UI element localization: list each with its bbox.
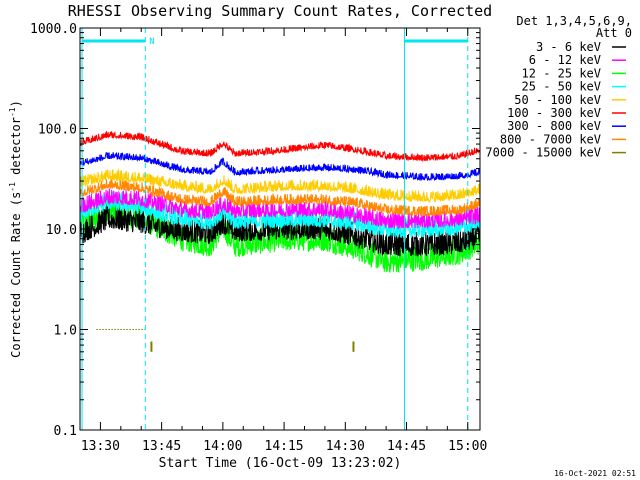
legend-label: 300 - 800 keV	[507, 119, 601, 133]
series-line	[79, 188, 481, 230]
saa-marker-label: N	[149, 37, 154, 47]
series-line	[79, 191, 481, 238]
y-tick-label: 1000.0	[30, 22, 77, 37]
y-axis-label-end: detector	[9, 117, 23, 182]
y-tick-label: 0.1	[54, 424, 77, 439]
series-line	[79, 130, 481, 163]
y-axis-label: Corrected Count Rate (s-1 detector-1)	[8, 100, 23, 358]
legend-label: 3 - 6 keV	[536, 40, 601, 54]
y-tick-label: 10.0	[46, 223, 77, 238]
y-axis-label-tail: )	[9, 100, 23, 107]
chart-title: RHESSI Observing Summary Count Rates, Co…	[68, 2, 492, 20]
legend-label: 12 - 25 keV	[522, 66, 601, 80]
x-axis-label: Start Time (16-Oct-09 13:23:02)	[159, 456, 402, 471]
series-line	[79, 168, 481, 204]
series-line	[79, 179, 481, 218]
y-tick-label: 1.0	[54, 324, 77, 339]
x-tick-label: 13:30	[81, 439, 120, 454]
legend-label: 100 - 300 keV	[507, 106, 601, 120]
y-axis-label-main: Corrected Count Rate (s	[9, 192, 23, 358]
x-tick-label: 15:00	[448, 439, 487, 454]
x-tick-label: 13:45	[142, 439, 181, 454]
legend-label: 6 - 12 keV	[529, 53, 601, 67]
legend-label: 50 - 100 keV	[514, 93, 601, 107]
y-axis-label-sup: -1	[8, 182, 17, 192]
series-layer	[79, 130, 481, 330]
x-tick-label: 14:15	[265, 439, 304, 454]
x-axis-ticks: 13:30 13:45 14:00 14:15 14:30 14:45 15:00	[79, 28, 487, 454]
series-line	[79, 152, 481, 182]
x-tick-label: 14:00	[203, 439, 242, 454]
legend-label: 7000 - 15000 keV	[485, 146, 601, 160]
footer-date: 16-Oct-2021 02:51	[554, 469, 636, 478]
y-axis-ticks: 1000.0 100.0 10.0 1.0 0.1	[30, 22, 480, 439]
legend-header-line1: Det 1,3,4,5,6,9,	[516, 14, 632, 28]
y-axis-label-sup2: -1	[8, 107, 17, 117]
x-tick-label: 14:45	[387, 439, 426, 454]
legend-label: 25 - 50 keV	[522, 80, 601, 94]
y-tick-label: 100.0	[38, 123, 77, 138]
series-line	[79, 197, 481, 273]
legend-label: 800 - 7000 keV	[500, 132, 601, 146]
legend-header-line2: Att 0	[596, 26, 632, 40]
x-tick-label: 14:30	[326, 439, 365, 454]
